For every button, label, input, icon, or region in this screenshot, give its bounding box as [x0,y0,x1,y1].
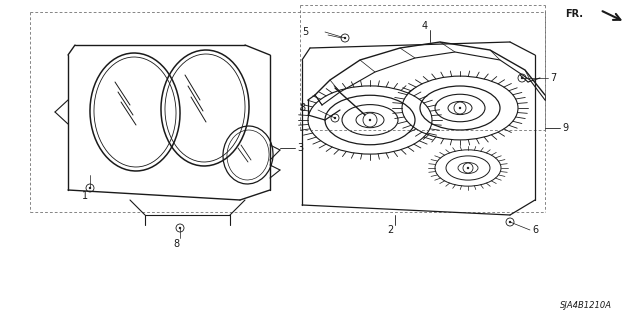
Text: 4: 4 [422,21,428,31]
Circle shape [467,167,469,169]
Text: 2: 2 [387,225,393,235]
Text: FR.: FR. [565,9,583,19]
Text: 9: 9 [562,123,568,133]
Text: 5: 5 [301,27,308,37]
Circle shape [89,187,92,189]
Text: SJA4B1210A: SJA4B1210A [560,300,612,309]
Text: 3: 3 [297,143,303,153]
Circle shape [334,117,336,119]
Circle shape [369,119,371,121]
Text: 6: 6 [532,225,538,235]
Text: 1: 1 [82,191,88,201]
Circle shape [509,221,511,223]
Text: 8: 8 [299,103,305,113]
Text: 7: 7 [550,73,556,83]
Circle shape [459,107,461,109]
Circle shape [179,227,181,229]
Text: 8: 8 [173,239,179,249]
Circle shape [344,37,346,39]
Circle shape [521,77,524,79]
